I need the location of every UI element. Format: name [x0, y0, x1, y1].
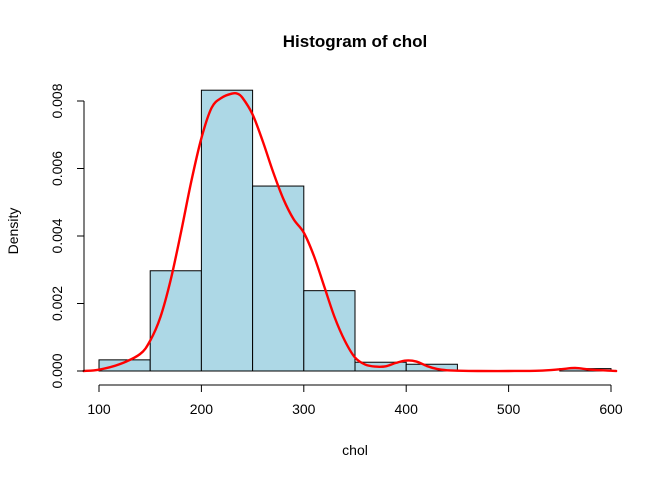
x-tick-label: 600 [599, 401, 623, 417]
x-tick-label: 500 [497, 401, 521, 417]
x-tick-label: 300 [292, 401, 316, 417]
x-tick-label: 400 [395, 401, 419, 417]
y-tick-label: 0.006 [49, 151, 65, 186]
histogram-bar [200, 89, 254, 372]
y-tick-label: 0.002 [49, 286, 65, 321]
histogram-bars [98, 89, 612, 372]
x-axis-ticks: 100 200 300 400 500 600 [87, 385, 623, 417]
y-axis-label: Density [5, 208, 21, 255]
histogram-bar [252, 185, 305, 372]
density-curve [82, 91, 618, 373]
chart-title: Histogram of chol [283, 32, 428, 51]
y-tick-label: 0.000 [49, 353, 65, 388]
y-tick-label: 0.008 [49, 83, 65, 118]
x-tick-label: 200 [190, 401, 214, 417]
x-tick-label: 100 [87, 401, 111, 417]
y-axis-ticks: 0.000 0.002 0.004 0.006 0.008 [49, 83, 84, 389]
x-axis-label: chol [342, 442, 368, 458]
y-tick-label: 0.004 [49, 218, 65, 253]
